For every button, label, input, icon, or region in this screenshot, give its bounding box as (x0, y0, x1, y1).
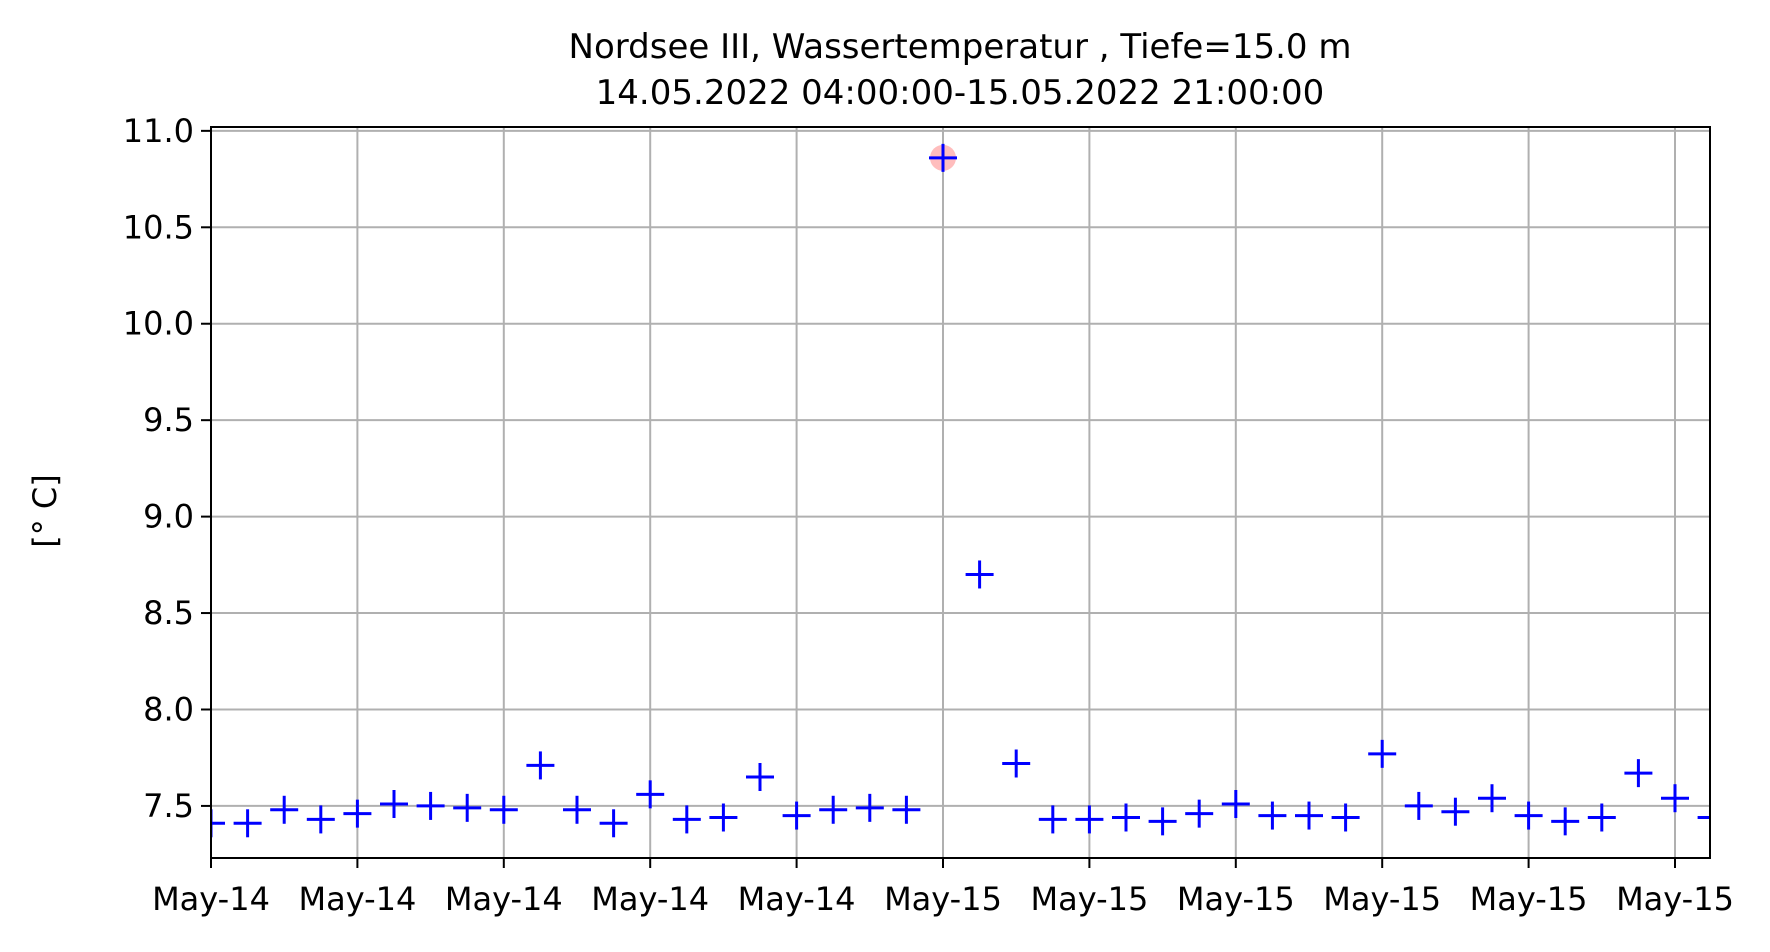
data-point (270, 795, 299, 824)
data-point (1002, 749, 1031, 778)
data-point (1331, 803, 1360, 832)
data-point (709, 803, 738, 832)
y-tick-label: 8.5 (143, 594, 194, 632)
y-tick-label: 7.5 (143, 787, 194, 825)
data-point (1148, 807, 1177, 836)
y-tick-label: 8.0 (143, 690, 194, 728)
data-point (892, 795, 921, 824)
y-tick-label: 9.5 (143, 401, 194, 439)
data-point (233, 809, 262, 838)
data-point (1661, 784, 1689, 813)
data-point (563, 795, 591, 824)
y-tick-label: 9.0 (143, 498, 194, 536)
data-point (1441, 797, 1470, 826)
data-point (929, 143, 957, 172)
x-tick-label: May-15 (1323, 880, 1441, 918)
data-point (453, 793, 482, 822)
data-point (1624, 759, 1653, 788)
x-tick-label: May-14 (738, 880, 856, 918)
y-axis-label: [° C] (26, 474, 64, 547)
data-point (1221, 789, 1250, 818)
data-point (489, 795, 518, 824)
y-tick-label: 10.5 (123, 208, 194, 246)
y-tick-label: 11.0 (123, 112, 194, 150)
data-point (1038, 805, 1067, 834)
data-point (1478, 784, 1506, 813)
data-point (819, 795, 848, 824)
x-tick-label: May-14 (152, 880, 270, 918)
data-point (1404, 791, 1433, 820)
data-point (1368, 739, 1397, 768)
x-tick-label: May-15 (1177, 880, 1295, 918)
x-tick-label: May-15 (1030, 880, 1148, 918)
x-tick-label: May-14 (298, 880, 416, 918)
data-point (1697, 815, 1710, 819)
data-points (211, 143, 1710, 838)
data-point (1075, 805, 1104, 834)
data-point (1258, 801, 1287, 830)
data-point (636, 780, 665, 809)
data-point (1185, 799, 1214, 828)
chart-title: Nordsee III, Wassertemperatur , Tiefe=15… (569, 27, 1352, 67)
chart-subtitle: 14.05.2022 04:00:00-15.05.2022 21:00:00 (596, 73, 1325, 113)
data-point (855, 793, 884, 822)
data-point (599, 809, 628, 838)
data-point (416, 791, 445, 820)
data-point (1587, 803, 1616, 832)
plot-frame (210, 126, 1711, 859)
x-tick-label: May-15 (1616, 880, 1734, 918)
data-point (526, 751, 555, 780)
x-tick-label: May-15 (1470, 880, 1588, 918)
data-point (306, 805, 335, 834)
data-point (782, 801, 811, 830)
grid-lines (210, 127, 1710, 858)
x-tick-label: May-14 (445, 880, 563, 918)
data-point (746, 762, 774, 791)
data-point (1551, 807, 1580, 836)
data-point (1295, 801, 1323, 830)
data-point (965, 560, 994, 589)
data-point (1514, 801, 1543, 830)
data-point (380, 789, 408, 818)
y-tick-label: 10.0 (123, 305, 194, 343)
axis-ticks: 7.5 8.0 8.5 9.0 9.5 10.0 10.5 11.0 May-14 May-14 M… (123, 112, 1734, 918)
data-point (1112, 803, 1140, 832)
x-tick-label: May-14 (591, 880, 709, 918)
data-point (672, 805, 701, 834)
data-point (343, 799, 372, 828)
x-tick-label: May-15 (884, 880, 1002, 918)
data-point (211, 809, 225, 838)
